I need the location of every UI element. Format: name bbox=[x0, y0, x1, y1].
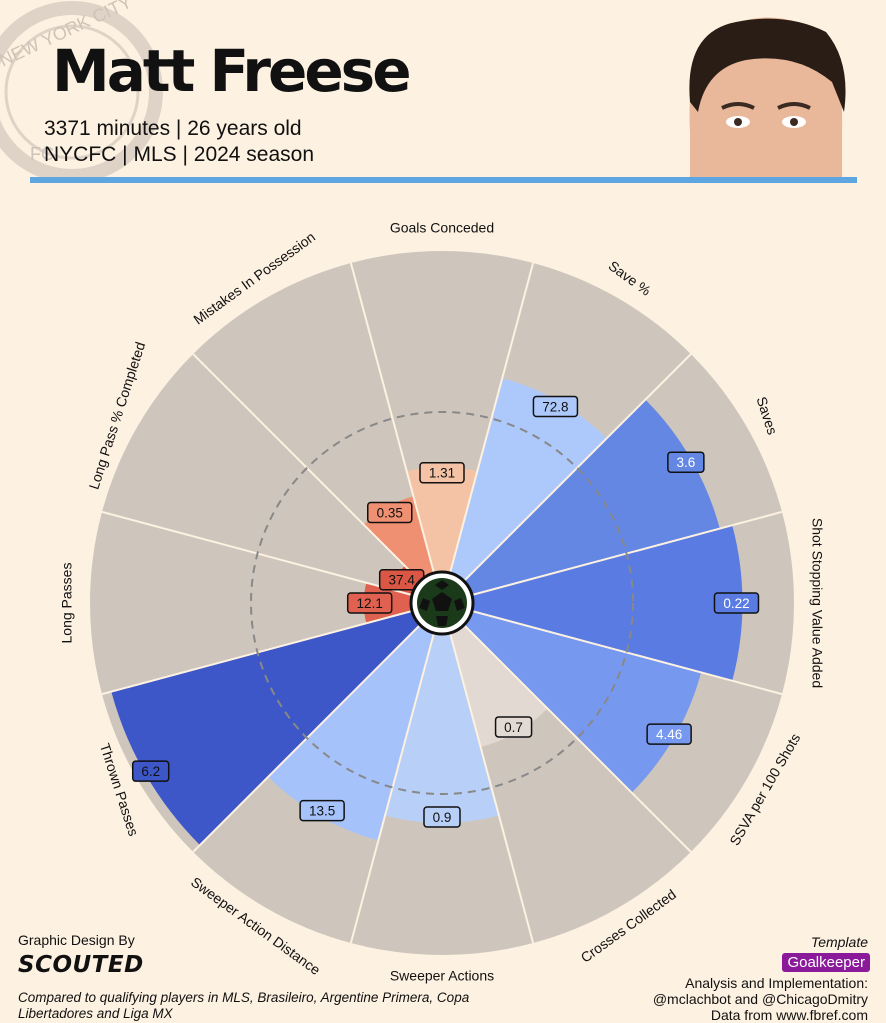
template-label: Template bbox=[810, 934, 868, 950]
svg-text:13.5: 13.5 bbox=[309, 804, 335, 819]
wedge-background bbox=[89, 511, 414, 695]
svg-text:3.6: 3.6 bbox=[676, 455, 695, 470]
wedge-value-bar bbox=[463, 399, 720, 596]
category-label: Save % bbox=[606, 257, 654, 298]
value-label: 37.4 bbox=[378, 568, 425, 591]
wedge-divider bbox=[101, 602, 443, 696]
category-label: Long Passes bbox=[59, 563, 75, 644]
wedge-divider bbox=[441, 602, 535, 944]
wedge-divider bbox=[192, 353, 443, 604]
value-label: 4.46 bbox=[646, 723, 692, 745]
data-source: Data from www.fbref.com bbox=[710, 1007, 868, 1023]
value-label: 1.31 bbox=[419, 461, 465, 484]
value-label: 6.2 bbox=[131, 760, 170, 782]
player-photo bbox=[689, 17, 846, 178]
wedge-divider bbox=[441, 602, 783, 696]
wedge-divider bbox=[441, 262, 535, 604]
value-label: 0.22 bbox=[713, 592, 760, 614]
header-divider bbox=[30, 177, 857, 183]
analysis-credit: Analysis and Implementation: @mclachbot … bbox=[653, 975, 868, 1023]
value-label: 72.8 bbox=[532, 395, 579, 418]
wedge-divider bbox=[192, 602, 443, 853]
center-ball-icon bbox=[409, 570, 475, 636]
svg-text:37.4: 37.4 bbox=[389, 573, 416, 588]
comparison-note: Compared to qualifying players in MLS, B… bbox=[18, 990, 470, 1021]
wedge-divider bbox=[441, 510, 783, 604]
category-label: Sweeper Actions bbox=[390, 968, 494, 984]
svg-text:6.2: 6.2 bbox=[141, 764, 160, 779]
wedge-divider bbox=[441, 602, 692, 853]
value-label: 0.9 bbox=[423, 806, 461, 828]
wedge-divider bbox=[441, 353, 692, 604]
player-name: Matt Freese bbox=[52, 37, 412, 105]
wedge-background bbox=[101, 354, 421, 596]
club-crest-watermark: NEW YORK CITY FC bbox=[0, 0, 163, 183]
reference-ring bbox=[250, 411, 634, 795]
value-label: 3.6 bbox=[667, 451, 705, 473]
svg-text:0.9: 0.9 bbox=[433, 810, 452, 825]
svg-text:72.8: 72.8 bbox=[542, 400, 568, 415]
svg-text:1.31: 1.31 bbox=[429, 466, 455, 481]
svg-text:0.22: 0.22 bbox=[723, 596, 749, 611]
svg-text:0.7: 0.7 bbox=[504, 720, 523, 735]
wedge-value-bar bbox=[406, 466, 478, 575]
player-minutes-age: 3371 minutes | 26 years old bbox=[44, 117, 302, 140]
wedge-value-bar bbox=[463, 610, 702, 793]
template-badge: Goalkeeper bbox=[782, 953, 870, 972]
wedge-value-bar bbox=[385, 631, 499, 823]
design-credit: Graphic Design By bbox=[18, 932, 135, 948]
value-label: 12.1 bbox=[346, 592, 393, 614]
svg-text:4.46: 4.46 bbox=[656, 727, 682, 742]
category-label: Shot Stopping Value Added bbox=[809, 518, 825, 688]
analysis-label: Analysis and Implementation: bbox=[685, 975, 868, 991]
wedge-divider bbox=[349, 602, 443, 944]
value-label: 0.35 bbox=[367, 501, 413, 524]
wedge-divider bbox=[349, 262, 443, 604]
value-label: 13.5 bbox=[299, 799, 345, 822]
category-label: Saves bbox=[754, 395, 781, 437]
wedge-value-bar bbox=[470, 525, 743, 681]
value-label: 0.7 bbox=[494, 716, 533, 738]
scouted-logo: SCOUTED bbox=[18, 952, 144, 978]
svg-text:12.1: 12.1 bbox=[357, 596, 383, 611]
player-club-season: NYCFC | MLS | 2024 season bbox=[44, 143, 315, 166]
category-label: Goals Conceded bbox=[390, 220, 494, 236]
authors: @mclachbot and @ChicagoDmitry bbox=[652, 991, 868, 1007]
wedge-value-bar bbox=[111, 610, 421, 846]
svg-text:FC: FC bbox=[30, 144, 54, 164]
svg-text:0.35: 0.35 bbox=[377, 506, 403, 521]
